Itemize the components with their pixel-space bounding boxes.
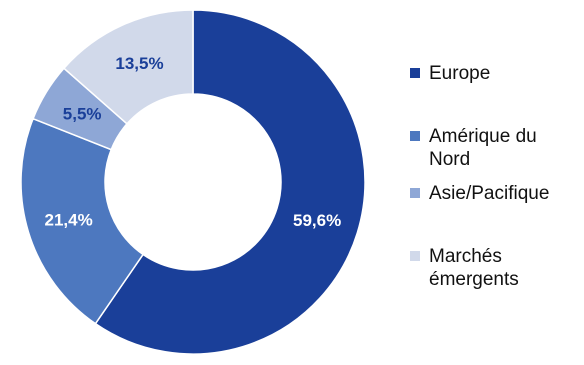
slice-label-europe: 59,6% xyxy=(293,211,341,230)
legend-label-europe: Europe xyxy=(429,63,491,84)
legend-label-marches-emergents: Marchés émergents xyxy=(429,246,519,290)
slice-europe xyxy=(94,9,366,355)
slice-label-amerique-du-nord: 21,4% xyxy=(45,210,93,229)
legend-swatch-europe xyxy=(410,68,420,78)
donut-chart: 59,6% 21,4% 5,5% 13,5% xyxy=(20,9,366,355)
legend-label-asie-pacifique: Asie/Pacifique xyxy=(429,183,550,204)
slice-marches-emergents xyxy=(62,9,194,125)
legend-item-marches-emergents: Marchés émergents xyxy=(410,245,549,291)
legend-item-europe: Europe xyxy=(410,62,490,85)
legend-item-asie-pacifique: Asie/Pacifique xyxy=(410,182,549,205)
slice-label-asie-pacifique: 5,5% xyxy=(63,105,102,124)
slice-amerique-du-nord xyxy=(20,117,145,325)
legend-item-amerique-du-nord: Amérique du Nord xyxy=(410,125,569,171)
slice-label-marches-emergents: 13,5% xyxy=(115,54,163,73)
chart-legend: Europe Amérique du Nord Asie/Pacifique M… xyxy=(410,0,584,365)
legend-swatch-asie-pacifique xyxy=(410,188,420,198)
legend-label-amerique-du-nord: Amérique du Nord xyxy=(429,126,537,170)
legend-swatch-amerique-du-nord xyxy=(410,131,420,141)
legend-swatch-marches-emergents xyxy=(410,251,420,261)
